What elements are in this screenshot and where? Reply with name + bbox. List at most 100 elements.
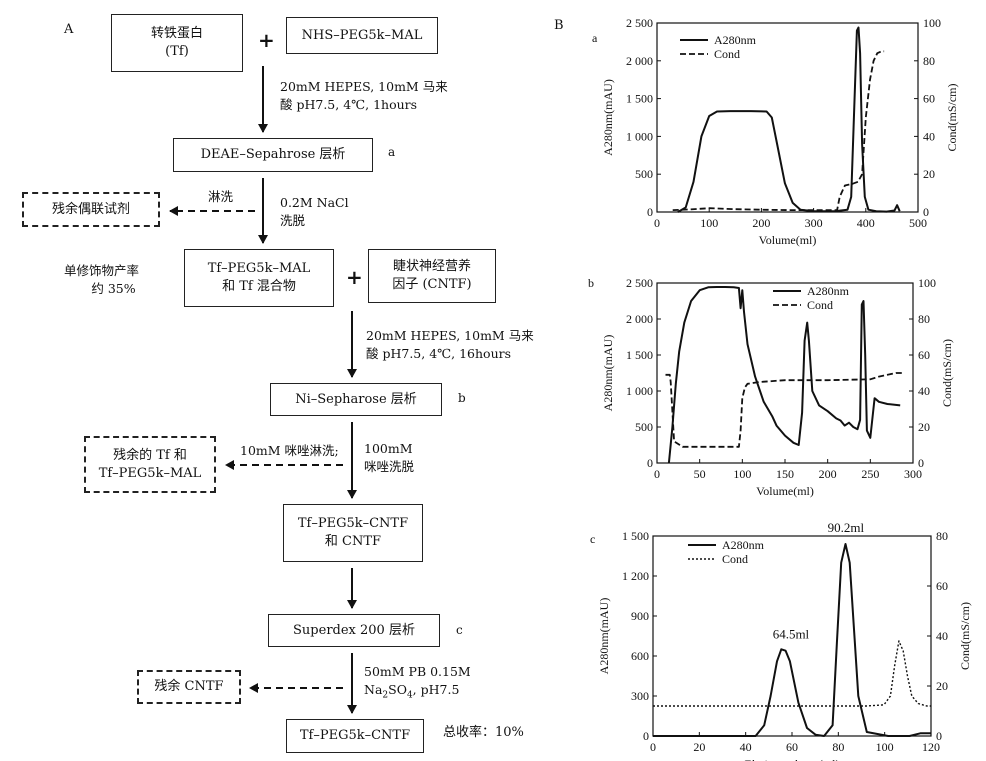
legend-label: Cond — [722, 552, 748, 566]
elution-condition-2: 100mM 咪唑洗脱 — [364, 440, 414, 476]
cond3-sub2: 2 — [382, 690, 389, 701]
cond3-sub4: 4 — [406, 690, 413, 701]
superdex-mark: c — [456, 623, 463, 637]
elution-condition-1: 0.2M NaCl 洗脱 — [280, 194, 349, 230]
tf-peg-cntf-mixture-box: Tf–PEG5k–CNTF 和 CNTF — [283, 504, 423, 562]
nhs-peg-mal-box: NHS–PEG5k–MAL — [286, 17, 438, 54]
y-tick-label: 600 — [631, 649, 649, 663]
y2-tick-label: 20 — [923, 167, 935, 181]
legend-label: Cond — [807, 298, 833, 312]
x-tick-label: 0 — [650, 740, 656, 754]
x-tick-label: 200 — [819, 467, 837, 481]
residual-coupling-reagent-box: 残余偶联试剂 — [22, 192, 160, 227]
cntf-line1: 睫状神经营养 — [392, 259, 471, 274]
y2-tick-label: 40 — [918, 384, 930, 398]
y-axis-label: A280nm(mAU) — [601, 335, 615, 412]
cond3-ph: , pH7.5 — [412, 682, 460, 697]
y-tick-label: 1 500 — [622, 529, 649, 543]
y-tick-label: 0 — [643, 729, 649, 743]
x-tick-label: 50 — [694, 467, 706, 481]
y-tick-label: 0 — [647, 456, 653, 470]
y2-axis-label: Cond(mS/cm) — [958, 602, 972, 670]
condition-2-line1: 20mM HEPES, 10mM 马来 — [366, 328, 534, 343]
legend-label: Cond — [714, 47, 740, 61]
superdex-box: Superdex 200 层析 — [268, 614, 440, 647]
y2-tick-label: 100 — [923, 16, 941, 30]
x-tick-label: 20 — [693, 740, 705, 754]
x-axis-label: Elution volume(ml) — [745, 757, 840, 761]
panel-a-label: A — [64, 22, 74, 37]
reaction-condition-2: 20mM HEPES, 10mM 马来 酸 pH7.5, 4℃, 16hours — [366, 327, 534, 363]
condition-1-line2: 酸 pH7.5, 4℃, 1hours — [280, 97, 418, 112]
condition-2-line2: 酸 pH7.5, 4℃, 16hours — [366, 346, 512, 361]
y-tick-label: 2 500 — [626, 276, 653, 290]
y2-tick-label: 0 — [936, 729, 942, 743]
tf-box-line2: (Tf) — [165, 44, 189, 59]
elute-2-line1: 100mM — [364, 441, 413, 456]
single-modification-yield: 单修饰物产率 约 35% — [64, 262, 139, 298]
elute-2-line2: 咪唑洗脱 — [364, 459, 415, 474]
x-tick-label: 100 — [876, 740, 894, 754]
plot-frame — [656, 22, 919, 213]
elution-condition-3: 50mM PB 0.15M Na2SO4, pH7.5 — [364, 663, 471, 705]
y-tick-label: 1 200 — [622, 569, 649, 583]
y2-tick-label: 60 — [918, 348, 930, 362]
y-tick-label: 300 — [631, 689, 649, 703]
y2-tick-label: 20 — [936, 679, 948, 693]
residual-tf-box: 残余的 Tf 和 Tf–PEG5k–MAL — [84, 436, 216, 493]
y2-tick-label: 20 — [918, 420, 930, 434]
y-tick-label: 1 000 — [626, 384, 653, 398]
y2-axis-label: Cond(mS/cm) — [945, 83, 959, 151]
wash-label-1: 淋洗 — [208, 189, 234, 204]
cntf-box: 睫状神经营养 因子 (CNTF) — [368, 249, 496, 303]
x-tick-label: 300 — [805, 216, 823, 230]
x-tick-label: 0 — [654, 467, 660, 481]
x-tick-label: 0 — [654, 216, 660, 230]
x-tick-label: 60 — [786, 740, 798, 754]
y-tick-label: 2 000 — [626, 54, 653, 68]
x-axis-label: Volume(ml) — [756, 484, 814, 498]
legend-label: A280nm — [714, 33, 757, 47]
y-axis-label: A280nm(mAU) — [597, 598, 611, 675]
wash-label-2: 10mM 咪唑淋洗; — [240, 443, 339, 458]
series-a280nm — [653, 543, 931, 737]
y2-tick-label: 40 — [936, 629, 948, 643]
peak-annotation: 64.5ml — [773, 627, 810, 642]
tf-box: 转铁蛋白 (Tf) — [111, 14, 243, 72]
y2-tick-label: 0 — [923, 205, 929, 219]
product-line1: Tf–PEG5k–CNTF — [297, 516, 409, 531]
elute-1-line2: 洗脱 — [280, 213, 306, 228]
x-axis-label: Volume(ml) — [759, 233, 817, 247]
y-tick-label: 1 500 — [626, 92, 653, 106]
y-tick-label: 1 000 — [626, 129, 653, 143]
yield-line2: 约 35% — [91, 281, 136, 296]
x-tick-label: 500 — [909, 216, 927, 230]
y-tick-label: 500 — [635, 167, 653, 181]
legend-label: A280nm — [722, 538, 765, 552]
x-tick-label: 400 — [857, 216, 875, 230]
y-tick-label: 900 — [631, 609, 649, 623]
panel-letter: b — [588, 276, 594, 290]
mixture-line1: Tf–PEG5k–MAL — [207, 261, 311, 276]
y2-tick-label: 80 — [918, 312, 930, 326]
cond3-so: SO — [388, 682, 407, 697]
y2-tick-label: 40 — [923, 129, 935, 143]
plus-sign-1: + — [258, 28, 275, 52]
ni-sepharose-box: Ni–Sepharose 层析 — [270, 383, 442, 416]
y2-axis-label: Cond(mS/cm) — [940, 339, 954, 407]
tf-box-line1: 转铁蛋白 — [150, 26, 203, 41]
yield-line1: 单修饰物产率 — [64, 263, 140, 278]
y2-tick-label: 0 — [918, 456, 924, 470]
plus-sign-2: + — [346, 265, 363, 289]
series-cond — [665, 372, 905, 448]
x-tick-label: 200 — [752, 216, 770, 230]
series-a280nm — [677, 26, 901, 213]
y2-tick-label: 80 — [936, 529, 948, 543]
panel-letter: c — [590, 532, 595, 546]
cntf-line2: 因子 (CNTF) — [392, 277, 472, 292]
y2-tick-label: 60 — [923, 92, 935, 106]
